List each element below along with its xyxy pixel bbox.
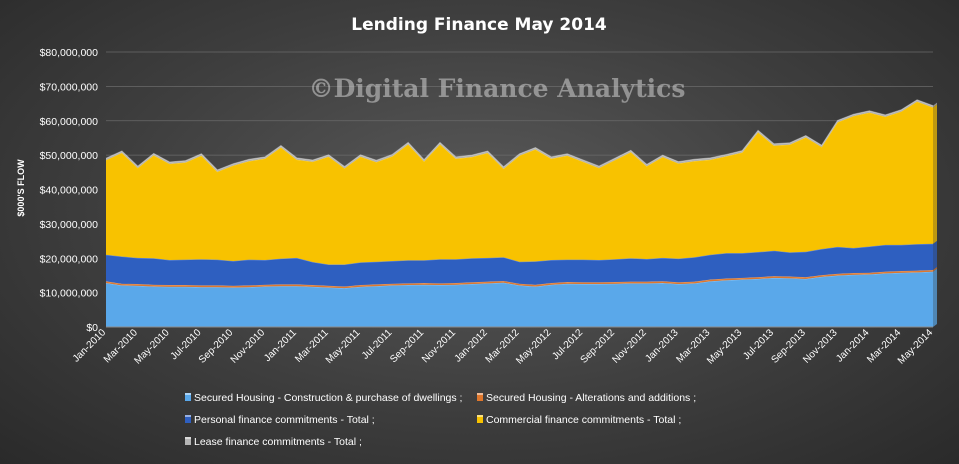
y-tick-label: $60,000,000	[40, 116, 99, 128]
legend-label: Secured Housing - Construction & purchas…	[194, 392, 462, 404]
legend-item-1: Secured Housing - Construction & purchas…	[185, 392, 462, 404]
x-tick-label: May-2013	[705, 327, 745, 367]
y-tick-label: $10,000,000	[40, 288, 99, 300]
y-tick-label: $0	[86, 322, 98, 334]
series-area-5	[105, 99, 937, 172]
y-tick-label: $30,000,000	[40, 219, 99, 231]
legend-item-5: Lease finance commitments - Total ;	[185, 436, 362, 448]
x-tick-label: May-2014	[896, 327, 936, 367]
legend: Secured Housing - Construction & purchas…	[185, 392, 696, 448]
x-tick-label: Nov-2010	[229, 327, 268, 366]
legend-item-3: Personal finance commitments - Total ;	[185, 414, 375, 426]
y-tick-label: $80,000,000	[40, 47, 99, 59]
chart-title: Lending Finance May 2014	[351, 15, 607, 35]
x-tick-label: Nov-2013	[801, 327, 840, 366]
legend-swatch	[477, 415, 483, 423]
x-tick-label: May-2011	[324, 327, 363, 366]
legend-swatch	[185, 437, 191, 445]
legend-label: Secured Housing - Alterations and additi…	[486, 392, 696, 404]
x-tick-label: May-2010	[133, 327, 173, 367]
y-axis-label: $000'S FLOW	[16, 159, 26, 217]
y-tick-label: $40,000,000	[40, 185, 99, 197]
legend-label: Commercial finance commitments - Total ;	[486, 414, 681, 426]
y-axis-ticks: $0 $10,000,000 $20,000,000 $30,000,000 $40,0…	[40, 47, 99, 334]
y-tick-label: $20,000,000	[40, 253, 99, 265]
series-area-4	[105, 100, 937, 265]
x-tick-label: Nov-2012	[610, 327, 649, 366]
x-tick-label: Nov-2011	[420, 327, 458, 365]
legend-swatch	[185, 393, 191, 401]
x-tick-label: May-2012	[514, 327, 554, 367]
legend-swatch	[185, 415, 191, 423]
legend-item-4: Commercial finance commitments - Total ;	[477, 414, 681, 426]
legend-label: Lease finance commitments - Total ;	[194, 436, 362, 448]
legend-swatch	[477, 393, 483, 401]
legend-item-2: Secured Housing - Alterations and additi…	[477, 392, 696, 404]
legend-label: Personal finance commitments - Total ;	[194, 414, 375, 426]
y-tick-label: $50,000,000	[40, 150, 99, 162]
x-axis-ticks: Jan-2010Mar-2010May-2010Jul-2010Sep-2010…	[71, 327, 936, 367]
stacked-areas	[105, 99, 937, 328]
watermark-text: ©Digital Finance Analytics	[309, 74, 686, 103]
y-tick-label: $70,000,000	[40, 81, 99, 93]
